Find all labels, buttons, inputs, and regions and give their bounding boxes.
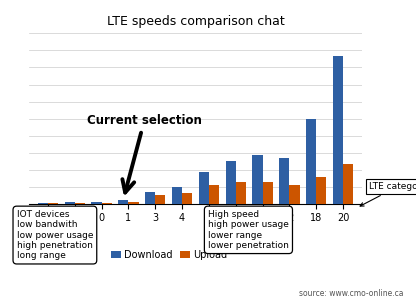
- Bar: [38, 202, 48, 204]
- Bar: [172, 187, 182, 204]
- Bar: [92, 202, 102, 204]
- Bar: [64, 202, 75, 204]
- Text: Current selection: Current selection: [87, 114, 202, 192]
- Bar: [118, 200, 129, 204]
- Bar: [316, 177, 327, 204]
- Bar: [236, 182, 246, 204]
- Text: source: www.cmo-online.ca: source: www.cmo-online.ca: [299, 289, 404, 298]
- Bar: [75, 203, 85, 204]
- Bar: [225, 161, 236, 204]
- Bar: [290, 185, 300, 204]
- Bar: [333, 56, 343, 204]
- Bar: [182, 193, 192, 204]
- Bar: [343, 164, 353, 204]
- Text: High speed
high power usage
lower range
lower penetration: High speed high power usage lower range …: [208, 210, 289, 250]
- Bar: [279, 158, 290, 204]
- Title: LTE speeds comparison chat: LTE speeds comparison chat: [106, 15, 285, 28]
- Bar: [199, 172, 209, 204]
- Bar: [102, 203, 112, 204]
- Text: IOT devices
low bandwith
low power usage
high penetration
long range: IOT devices low bandwith low power usage…: [17, 210, 93, 260]
- Bar: [262, 182, 273, 204]
- Text: LTE category: LTE category: [360, 182, 416, 206]
- Bar: [155, 195, 166, 204]
- Bar: [48, 203, 58, 204]
- Bar: [209, 185, 219, 204]
- Legend: Download, Upload: Download, Upload: [107, 246, 230, 264]
- Bar: [306, 119, 316, 204]
- Bar: [129, 202, 139, 204]
- Bar: [145, 192, 155, 204]
- Bar: [253, 155, 262, 204]
